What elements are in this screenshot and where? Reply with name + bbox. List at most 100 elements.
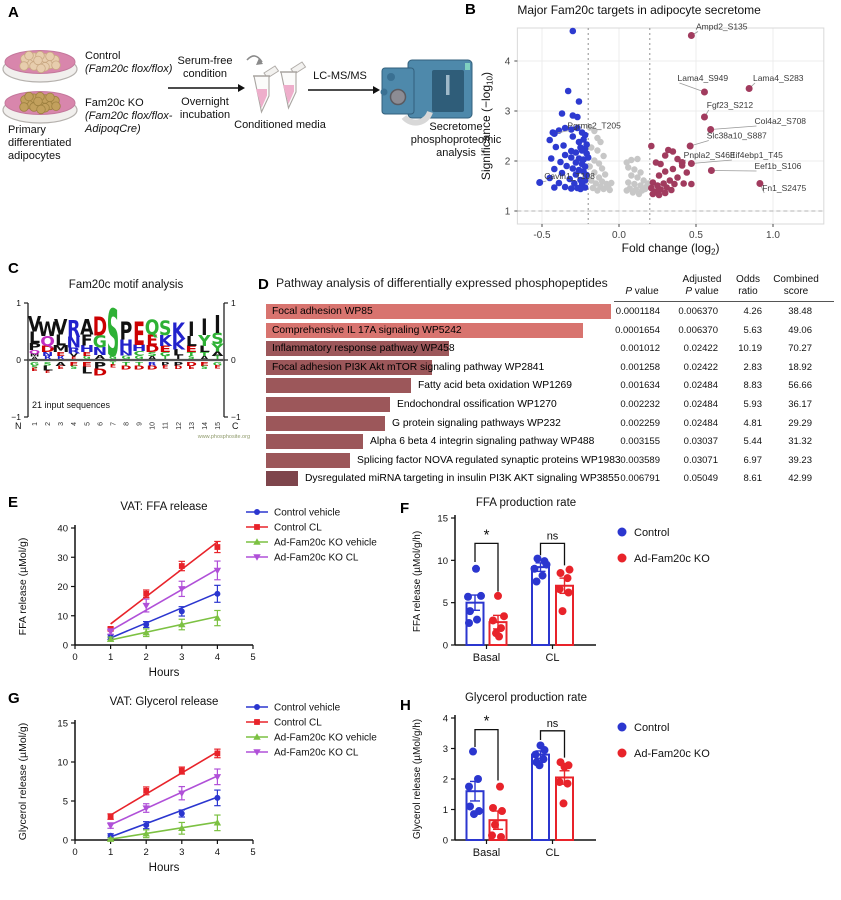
- motif-letter: I: [214, 311, 220, 340]
- motif-letter: D: [186, 362, 197, 368]
- pathway-value: 18.92: [788, 361, 812, 373]
- volcano-point-label: Pgrmc2_T205: [567, 121, 621, 131]
- motif-letter: S: [107, 297, 119, 372]
- fit-line: [110, 568, 218, 632]
- volcano-point: [594, 187, 601, 194]
- x-tick-label: 2: [144, 847, 149, 858]
- motif-letter: T: [200, 352, 209, 358]
- legend-marker: [254, 524, 260, 530]
- x-tick-label: 5: [250, 652, 255, 663]
- legend-label: Ad-Fam20c KO CL: [274, 553, 359, 564]
- volcano-title: Major Fam20c targets in adipocyte secret…: [517, 3, 761, 17]
- data-dot: [533, 554, 542, 563]
- motif-letter: D: [145, 344, 159, 355]
- panel-b: B Ampd2_S135 Lama4_S949 Lama4_S283 Fgf23_S2…: [438, 0, 841, 262]
- volcano-point-label: Lama4_S283: [753, 73, 804, 83]
- volcano-point: [669, 148, 677, 155]
- chart-title: VAT: Glycerol release: [110, 696, 219, 708]
- panel-g: G 0 1 2 3 4 5 0 5 10 15 Hours Glycerol release (µMo…: [6, 683, 398, 895]
- data-point: [106, 835, 115, 842]
- y-tick-label: 10: [437, 556, 448, 567]
- data-dot: [489, 616, 497, 625]
- motif-note: 21 input sequences: [32, 400, 111, 410]
- legend-label: Ad-Fam20c KO vehicle: [274, 538, 377, 549]
- volcano-labeled-points: Ampd2_S135 Lama4_S949 Lama4_S283 Fgf23_S212…: [536, 22, 806, 194]
- y-axis-label: Glycerol release (µMol/g): [17, 723, 29, 841]
- label-leader-line: [710, 125, 757, 130]
- volcano-point-labeled: [687, 32, 695, 39]
- legend-marker: [617, 553, 627, 563]
- x-axis-label: Hours: [149, 862, 180, 874]
- motif-letter: L: [186, 334, 197, 350]
- label-serum-free: Serum-free condition: [177, 55, 233, 80]
- pathway-col-header: Adjusted P value: [669, 274, 735, 298]
- pathway-value: 0.006791: [620, 473, 660, 485]
- legend-label: Control vehicle: [274, 508, 341, 519]
- motif-xtick-label: 10: [150, 422, 157, 430]
- pathway-bar-label: Dysregulated miRNA targeting in insulin …: [305, 473, 620, 485]
- motif-ytick-label: 1: [16, 298, 21, 308]
- pathway-value: 8.61: [743, 473, 763, 485]
- motif-letter: L: [42, 365, 53, 373]
- data-dot: [532, 577, 541, 586]
- y-tick-label: 0: [63, 641, 68, 652]
- volcano-point: [558, 169, 566, 177]
- motif-letter: E: [69, 362, 78, 368]
- motif-ytick-label: 0: [231, 355, 236, 365]
- volcano-point-label: Fn1_S2475: [762, 183, 806, 193]
- header-line-2: P value: [625, 286, 659, 297]
- pathway-bar-label: Comprehensive IL 17A signaling WP5242: [272, 324, 462, 336]
- volcano-point: [595, 160, 603, 167]
- volcano-point: [552, 143, 560, 151]
- y-tick-label: 30: [57, 553, 68, 564]
- motif-letter: H: [119, 337, 133, 355]
- tube-liquid: [283, 85, 294, 104]
- motif-letter: I: [176, 355, 180, 360]
- data-dot: [470, 810, 478, 819]
- legend-label: Ad-Fam20c KO: [634, 748, 710, 760]
- volcano-point-label: Pnpla2_S468: [684, 150, 735, 160]
- significance-bracket: [539, 542, 566, 566]
- volcano-point: [586, 163, 593, 170]
- data-dot: [465, 782, 473, 791]
- volcano-point: [600, 152, 607, 160]
- motif-letter: T: [214, 355, 221, 360]
- volcano-point: [661, 189, 669, 197]
- pathway-bar-label: Alpha 6 beta 4 integrin signaling pathwa…: [370, 436, 595, 448]
- data-dot: [497, 624, 505, 633]
- panel-e: E 0 1 2 3 4 5 0 10 20 30 40 Hours FFA release (µMol/…: [6, 488, 398, 683]
- tube-1: [253, 65, 280, 114]
- motif-letter: D: [120, 365, 131, 371]
- pathway-value: 8.83: [743, 380, 763, 392]
- motif-letter: M: [30, 353, 39, 358]
- volcano-point: [635, 190, 643, 198]
- data-dot: [555, 778, 564, 787]
- motif-letter: Y: [197, 332, 211, 350]
- motif-letter: R: [57, 355, 65, 360]
- data-point: [142, 829, 150, 837]
- legend-label: Control CL: [274, 523, 322, 534]
- volcano-point-labeled: [700, 88, 708, 96]
- volcano-point: [546, 136, 553, 144]
- pathway-value: 2.83: [743, 361, 763, 373]
- motif-letter: E: [110, 364, 117, 369]
- y-tick-label: 0: [443, 836, 448, 847]
- pathway-value: 42.99: [788, 473, 812, 485]
- volcano-point: [666, 177, 674, 184]
- data-dot: [540, 746, 549, 755]
- x-tick-label: 4: [215, 652, 220, 663]
- pathway-bar: [266, 434, 363, 450]
- data-point: [178, 767, 185, 774]
- adipocyte-cell: [24, 50, 34, 61]
- volcano-point: [623, 187, 630, 194]
- x-tick-label: 1.0: [766, 230, 780, 241]
- pathway-value: 56.66: [788, 380, 812, 392]
- motif-letter: G: [93, 332, 107, 352]
- legend-label: Ad-Fam20c KO CL: [274, 748, 359, 759]
- control-dish: [2, 50, 78, 83]
- volcano-point-labeled: [707, 167, 715, 174]
- motif-letter: G: [83, 355, 91, 360]
- pathway-value: 0.02422: [683, 361, 718, 373]
- motif-letter: R: [67, 347, 81, 356]
- motif-xtick-label: 4: [71, 422, 78, 426]
